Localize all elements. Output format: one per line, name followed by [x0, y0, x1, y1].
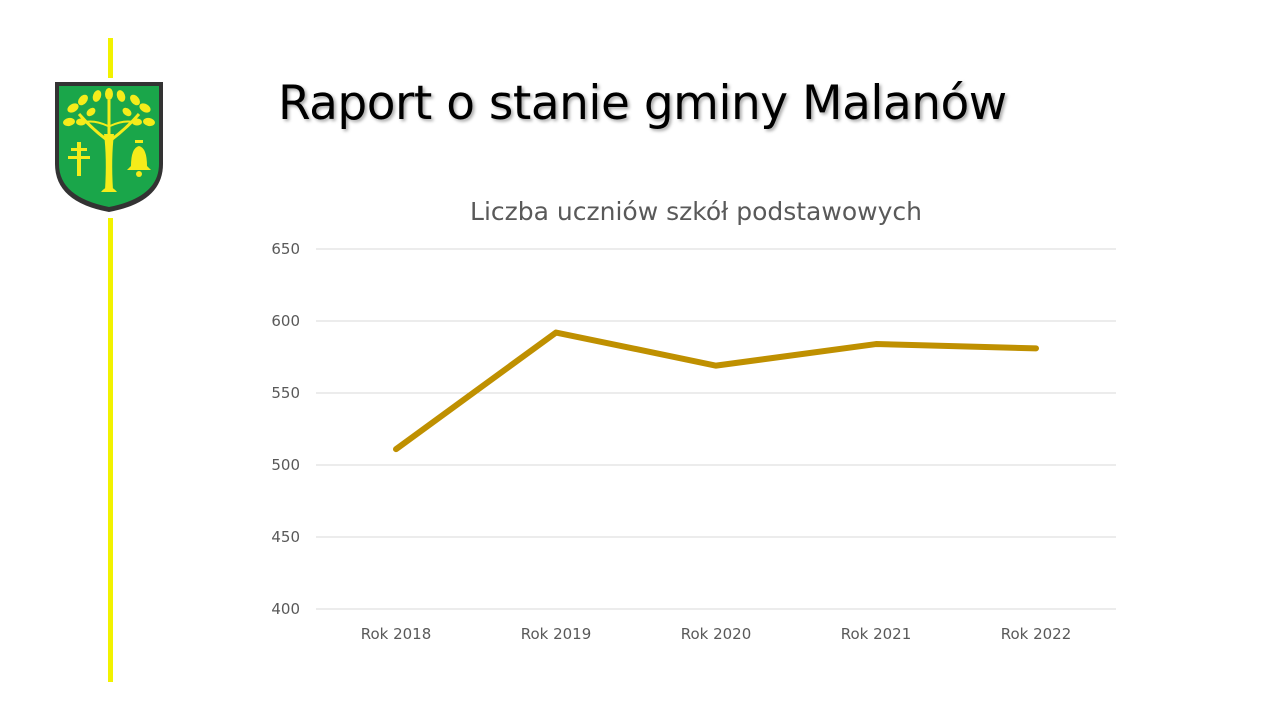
x-tick-label: Rok 2020	[681, 625, 752, 643]
x-tick-label: Rok 2019	[521, 625, 592, 643]
accent-line-bottom	[108, 218, 113, 682]
chart-title: Liczba uczniów szkół podstawowych	[470, 197, 922, 226]
y-tick-label: 400	[271, 600, 300, 618]
y-tick-label: 500	[271, 456, 300, 474]
series-line	[393, 329, 1039, 453]
y-tick-label: 650	[271, 240, 300, 258]
chart-series	[393, 329, 1039, 453]
x-tick-label: Rok 2021	[841, 625, 912, 643]
chart-gridlines	[316, 248, 1116, 610]
y-tick-label: 600	[271, 312, 300, 330]
x-axis-ticks: Rok 2018 Rok 2019 Rok 2020 Rok 2021 Rok 2022	[361, 625, 1072, 643]
y-tick-label: 450	[271, 528, 300, 546]
accent-line-top	[108, 38, 113, 78]
slide-title: Raport o stanie gminy Malanów	[278, 76, 1007, 131]
x-tick-label: Rok 2018	[361, 625, 432, 643]
y-tick-label: 550	[271, 384, 300, 402]
coat-of-arms-icon	[55, 82, 163, 212]
x-tick-label: Rok 2022	[1001, 625, 1072, 643]
y-axis-ticks: 400 450 500 550 600 650	[271, 240, 300, 618]
line-chart: Liczba uczniów szkół podstawowych 400 450…	[271, 197, 1116, 643]
